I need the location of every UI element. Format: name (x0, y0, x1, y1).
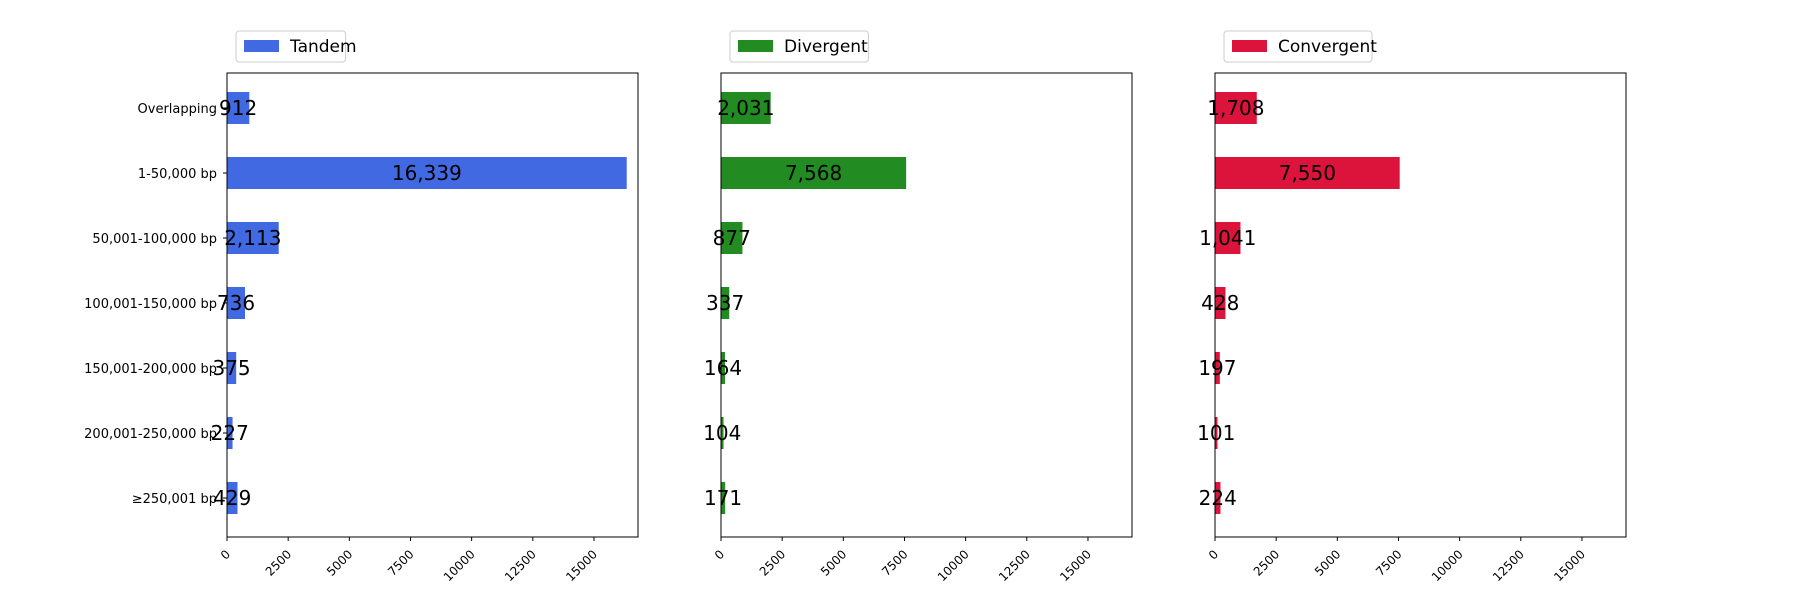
panel-divergent: 2,031 7,568 877 337 164 104 171 0 2500 5000 7500 10… (703, 30, 1133, 584)
legend-divergent: Divergent (729, 30, 869, 63)
legend-tandem: Tandem (235, 30, 357, 63)
legend-frame (235, 30, 347, 63)
legend-swatch-convergent (1232, 40, 1267, 52)
x-tick-label: 12500 (502, 547, 539, 584)
legend-convergent: Convergent (1223, 30, 1377, 63)
bar-tandem-150-001-200-000-bp (227, 352, 237, 384)
bar-value-label: 224 (1199, 486, 1237, 510)
legend-swatch-tandem (244, 40, 279, 52)
plot-frame (720, 72, 1133, 538)
x-tick-label: 12500 (996, 547, 1033, 584)
bar-value-label: 1,708 (1207, 96, 1264, 120)
bar-convergent-200-001-250-000-bp (1215, 417, 1218, 449)
bar-tandem-200-001-250-000-bp (227, 417, 233, 449)
x-tick-label: 15000 (1551, 547, 1588, 584)
bar-tandem-100-001-150-000-bp (227, 287, 246, 319)
bar-divergent-gte-250-001-bp (721, 482, 726, 514)
bar-value-label: 375 (212, 356, 250, 380)
x-tick-label: 0 (1206, 547, 1221, 562)
bar-value-label: 197 (1198, 356, 1236, 380)
bar-value-label: 1,041 (1199, 226, 1256, 250)
bar-value-label: 101 (1197, 421, 1235, 445)
y-tick-label: 1-50,000 bp (138, 167, 217, 182)
bar-convergent-gte-250-001-bp (1215, 482, 1221, 514)
x-tick-label: 15000 (563, 547, 600, 584)
bar-value-label: 16,339 (392, 161, 462, 185)
bar-tandem-1-50-000-bp (227, 157, 627, 189)
bar-value-label: 337 (706, 291, 744, 315)
legend-label-tandem: Tandem (289, 37, 357, 57)
x-tick-label: 7500 (385, 547, 416, 578)
bar-value-label: 104 (703, 421, 741, 445)
y-tick-label: Overlapping (138, 102, 217, 117)
legend-label-divergent: Divergent (784, 37, 868, 57)
bar-tandem-50-001-100-000-bp (227, 222, 279, 254)
y-tick-label: 200,001-250,000 bp (84, 427, 217, 442)
x-tick-label: 12500 (1490, 547, 1527, 584)
x-tick-label: 5000 (818, 547, 849, 578)
plot-frame (226, 72, 639, 538)
x-tick-label: 0 (712, 547, 727, 562)
panel-tandem: 91216,3392,113736375227429Overlapping1-5… (84, 30, 639, 584)
bar-value-label: 171 (704, 486, 742, 510)
x-tick-label: 5000 (324, 547, 355, 578)
bar-divergent-150-001-200-000-bp (721, 352, 726, 384)
x-tick-label: 2500 (1251, 547, 1282, 578)
bar-divergent-100-001-150-000-bp (721, 287, 730, 319)
bar-tandem-overlapping (227, 92, 250, 124)
bar-divergent-200-001-250-000-bp (721, 417, 724, 449)
legend-swatch-divergent (738, 40, 773, 52)
bar-convergent-150-001-200-000-bp (1215, 352, 1220, 384)
bar-value-label: 736 (217, 291, 255, 315)
bar-value-label: 7,568 (785, 161, 842, 185)
y-tick-label: ≥250,001 bp (132, 492, 217, 507)
bar-divergent-1-50-000-bp (721, 157, 907, 189)
panel-convergent: 1,708 7,550 1,041 428 197 101 224 0 2500 5000 7500… (1197, 30, 1627, 584)
x-tick-label: 10000 (441, 547, 478, 584)
bar-divergent-50-001-100-000-bp (721, 222, 743, 254)
bar-value-label: 2,031 (717, 96, 774, 120)
x-tick-label: 7500 (879, 547, 910, 578)
x-tick-label: 10000 (1429, 547, 1466, 584)
x-tick-label: 0 (218, 547, 233, 562)
bar-convergent-overlapping (1215, 92, 1257, 124)
x-tick-label: 7500 (1373, 547, 1404, 578)
bar-value-label: 428 (1201, 291, 1239, 315)
y-tick-label: 100,001-150,000 bp (84, 297, 217, 312)
legend-frame (1223, 30, 1373, 63)
bar-convergent-1-50-000-bp (1215, 157, 1400, 189)
bar-convergent-50-001-100-000-bp (1215, 222, 1241, 254)
legend-label-convergent: Convergent (1278, 37, 1377, 57)
plot-frame (1214, 72, 1627, 538)
bar-convergent-100-001-150-000-bp (1215, 287, 1226, 319)
bar-value-label: 877 (713, 226, 751, 250)
x-tick-label: 10000 (935, 547, 972, 584)
bar-value-label: 227 (211, 421, 249, 445)
y-tick-label: 150,001-200,000 bp (84, 362, 217, 377)
y-tick-label: 50,001-100,000 bp (92, 232, 217, 247)
legend-frame (729, 30, 869, 63)
bar-value-label: 429 (213, 486, 251, 510)
x-tick-label: 2500 (263, 547, 294, 578)
bar-value-label: 7,550 (1279, 161, 1336, 185)
bar-value-label: 2,113 (224, 226, 281, 250)
x-tick-label: 2500 (757, 547, 788, 578)
x-tick-label: 5000 (1312, 547, 1343, 578)
x-tick-label: 15000 (1057, 547, 1094, 584)
bar-divergent-overlapping (721, 92, 771, 124)
bar-tandem-gte-250-001-bp (227, 482, 238, 514)
bar-value-label: 164 (704, 356, 742, 380)
